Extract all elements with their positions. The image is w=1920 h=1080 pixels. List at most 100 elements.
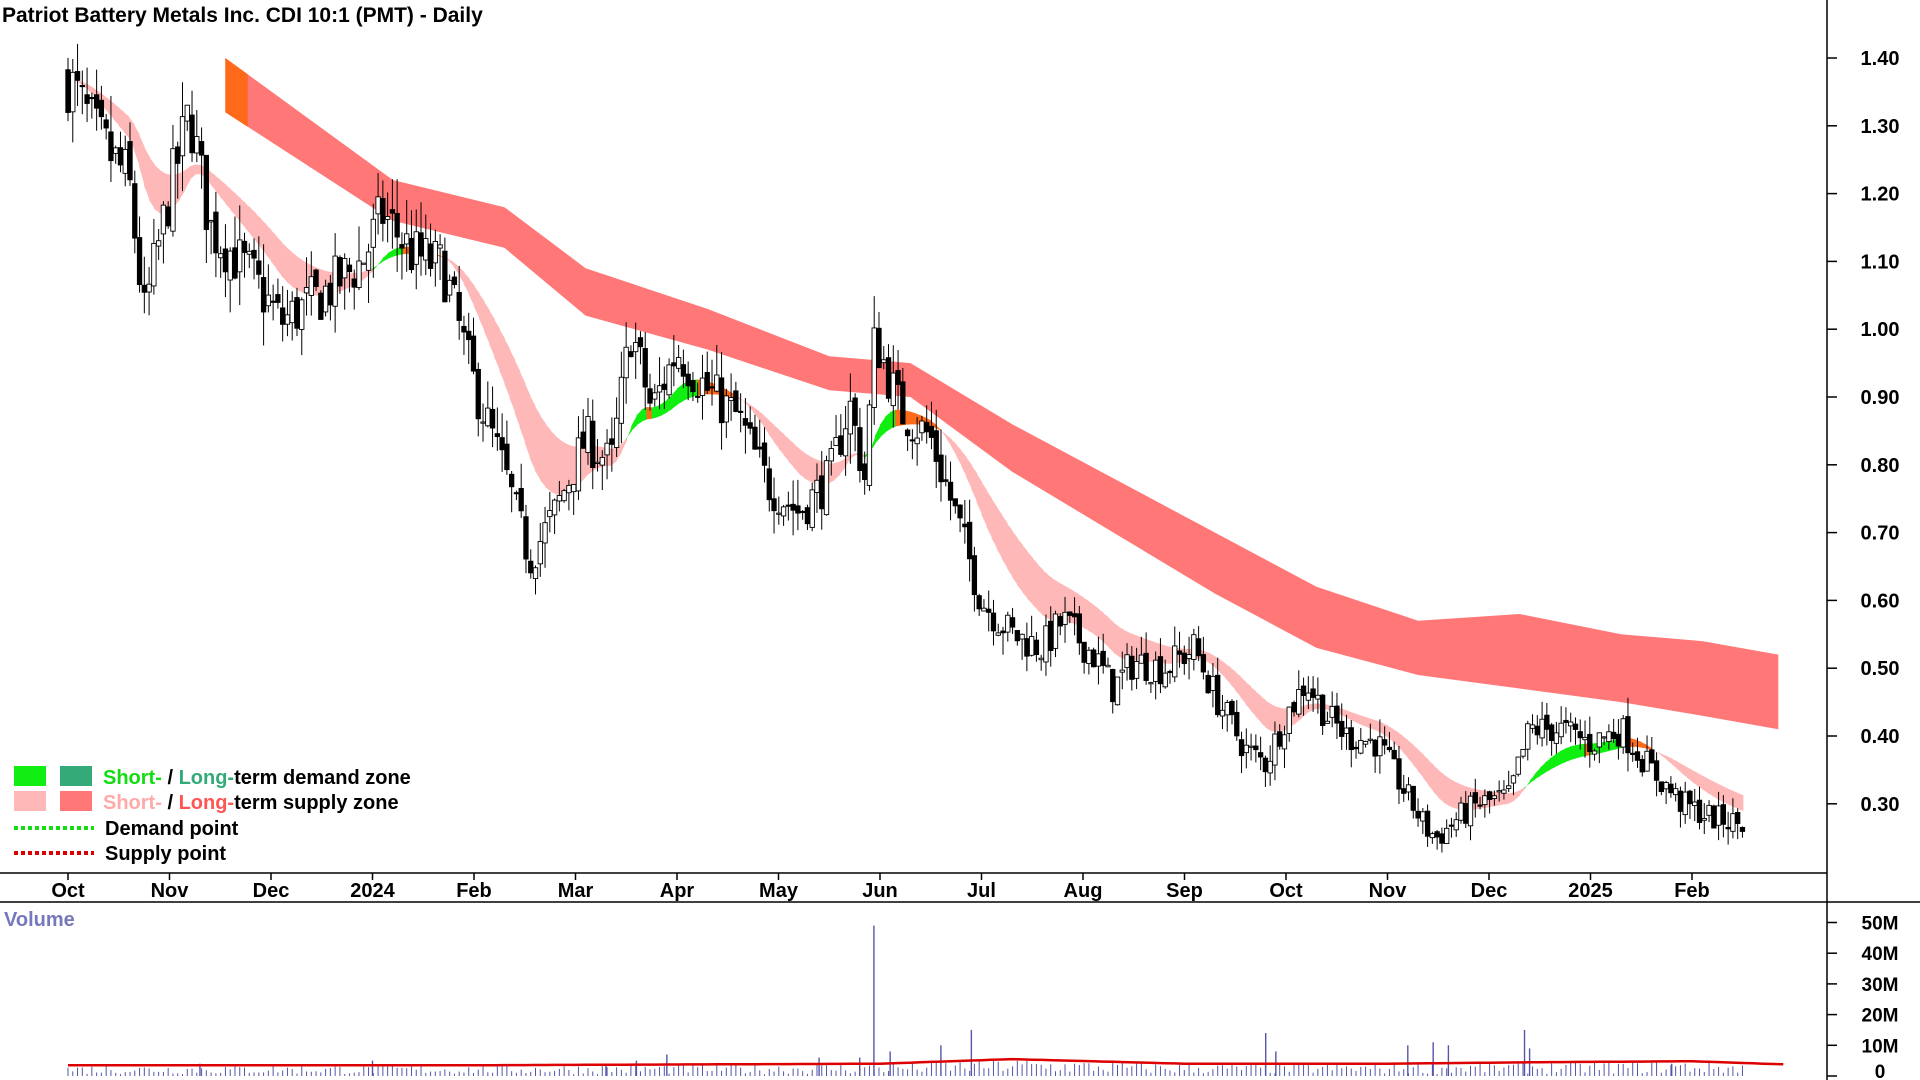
candle-body [1706, 804, 1712, 816]
candle-body [828, 448, 834, 462]
candle-body [1553, 732, 1560, 744]
candle-body [299, 299, 305, 330]
candle-body [1153, 659, 1159, 682]
candle-body [1610, 731, 1617, 740]
candle-body [1339, 720, 1345, 737]
short-term-zone-segment [773, 424, 780, 449]
candle-body [1071, 613, 1078, 618]
candle-body [957, 504, 963, 519]
short-term-zone-segment [139, 134, 145, 187]
short-term-zone-segment [1103, 612, 1109, 648]
candle-body [175, 146, 181, 164]
short-term-zone-segment [1661, 753, 1668, 760]
short-term-zone-segment [453, 262, 460, 275]
short-term-zone-segment [220, 180, 226, 204]
legend-demand-point: Demand point [105, 818, 239, 840]
short-term-zone-segment [1646, 744, 1652, 751]
short-term-zone-segment [585, 446, 592, 477]
candle-body [1148, 682, 1154, 685]
candle-body [718, 377, 725, 424]
candle-body [709, 386, 715, 389]
short-term-zone-segment [1351, 712, 1358, 724]
candle-body [1644, 750, 1650, 772]
short-term-zone-segment [1453, 781, 1460, 810]
short-term-zone-segment [1686, 767, 1693, 782]
candle-body [194, 136, 200, 154]
short-term-zone-segment [225, 184, 231, 210]
short-term-zone-segment [793, 443, 800, 474]
short-term-zone-segment [108, 99, 115, 120]
candle-body [1300, 685, 1307, 696]
candlesticks [65, 43, 1746, 853]
short-term-zone-segment [753, 406, 759, 419]
candle-body [151, 242, 157, 287]
volume-tick-label: 30M [1862, 975, 1899, 996]
short-term-zone-segment [1027, 551, 1033, 605]
candle-body [823, 460, 830, 516]
short-term-zone-segment [210, 171, 216, 191]
candle-body [1310, 688, 1316, 698]
candle-body [1267, 760, 1273, 774]
candle-body [432, 240, 438, 264]
candle-body [1668, 783, 1674, 794]
candle-body [1696, 799, 1703, 823]
short-term-zone-segment [1423, 754, 1429, 785]
candle-body [256, 260, 262, 275]
candle-body [327, 282, 334, 306]
candle-body [165, 206, 171, 227]
price-tick-label: 1.30 [1861, 116, 1900, 138]
candle-body [919, 420, 925, 434]
candle-body [561, 490, 567, 502]
candle-body [89, 96, 95, 100]
candle-body [1730, 813, 1736, 832]
candle-body [804, 507, 811, 525]
candle-body [1735, 812, 1741, 825]
candle-body [1429, 833, 1436, 839]
time-tick-label: Nov [1369, 880, 1408, 902]
price-tick-label: 0.90 [1861, 387, 1900, 409]
candle-body [1420, 811, 1426, 822]
candle-body [113, 147, 119, 154]
candle-body [1076, 613, 1082, 644]
legend-supply-point: Supply point [105, 843, 226, 865]
candle-body [1615, 733, 1622, 747]
time-axis: Oct Nov Dec 2024 Feb Mar Apr May Jun Jul Aug Sep Oct… [51, 873, 1710, 902]
candle-body [1291, 702, 1297, 713]
volume-tick-label: 0 [1875, 1062, 1886, 1080]
short-term-zone-segment [671, 388, 678, 409]
short-term-zone-segment [641, 406, 648, 422]
candle-body [1548, 724, 1555, 742]
short-term-zone-segment [499, 328, 506, 385]
candle-body [1162, 672, 1168, 688]
short-term-zone-segment [235, 193, 242, 223]
short-term-zone-segment [940, 430, 947, 439]
candle-body [1362, 741, 1369, 745]
candle-body [93, 94, 100, 109]
candle-body [1591, 750, 1598, 755]
short-term-zone-segment [1732, 790, 1739, 809]
candle-body [141, 284, 147, 293]
candle-body [1482, 795, 1488, 806]
short-term-zone-segment [849, 453, 856, 460]
time-tick-label: 2025 [1568, 880, 1613, 902]
candle-body [866, 404, 873, 486]
short-term-zone-segment [1042, 569, 1049, 619]
short-term-zone-segment [1509, 792, 1515, 804]
candle-body [585, 416, 591, 454]
short-term-zone-segment [489, 310, 495, 358]
short-term-zone-segment [1575, 744, 1581, 759]
legend-supply-long: Long- [179, 792, 235, 814]
legend: Short- / Long-term demand zone Short- / … [14, 766, 411, 865]
short-term-zone-segment [514, 360, 521, 428]
short-term-zone-segment [184, 166, 191, 191]
candle-body [1687, 790, 1693, 805]
short-term-zone-segment [377, 258, 384, 266]
short-term-zone-segment [996, 506, 1003, 559]
short-term-zone-segment [474, 285, 480, 319]
candle-body [346, 264, 353, 273]
candle-body [1005, 614, 1011, 633]
candle-body [1634, 751, 1641, 761]
candle-body [1195, 638, 1202, 657]
candle-body [1133, 661, 1140, 679]
